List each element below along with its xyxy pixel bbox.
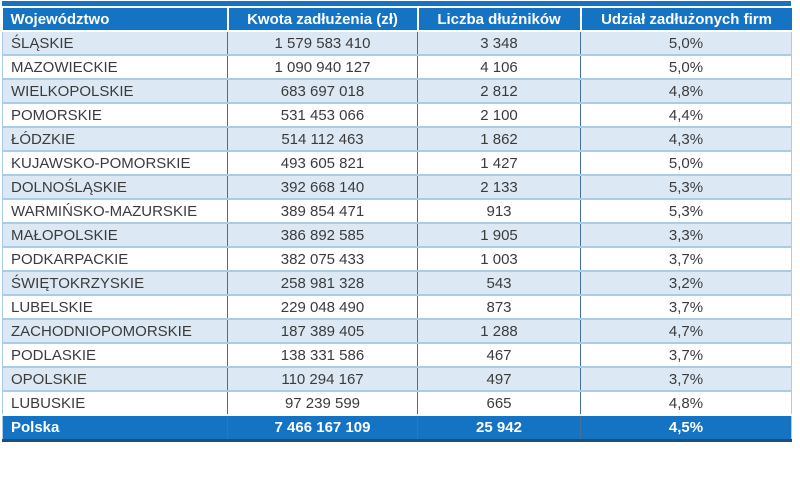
cell-debtor-count: 467 — [417, 343, 581, 367]
cell-voivodeship: ŚWIĘTOKRZYSKIE — [11, 274, 145, 292]
cell-debt-share: 4,4% — [580, 103, 792, 127]
column-header-wojewodztwo: Województwo — [2, 8, 228, 31]
table-row: WIELKOPOLSKIE 683 697 018 2 812 4,8% — [2, 79, 792, 103]
cell-debt-amount: 683 697 018 — [227, 79, 418, 103]
cell-debt-amount: 258 981 328 — [227, 271, 418, 295]
cell-debt-share: 3,7% — [580, 343, 792, 367]
cell-debt-share: 3,2% — [580, 271, 792, 295]
cell-debtor-count: 3 348 — [417, 31, 581, 55]
cell-debt-share: 3,7% — [580, 247, 792, 271]
cell-debtor-count: 913 — [417, 199, 581, 223]
cell-debt-share: 3,7% — [580, 295, 792, 319]
cell-voivodeship: LUBUSKIE — [11, 394, 86, 412]
cell-debt-amount: 229 048 490 — [227, 295, 418, 319]
cell-debtor-count: 665 — [417, 391, 581, 415]
cell-debtor-count: 873 — [417, 295, 581, 319]
table-row: ŁÓDZKIE 514 112 463 1 862 4,3% — [2, 127, 792, 151]
table-row: KUJAWSKO-POMORSKIE 493 605 821 1 427 5,0… — [2, 151, 792, 175]
cell-voivodeship: KUJAWSKO-POMORSKIE — [11, 154, 191, 172]
cell-debt-share: 5,3% — [580, 175, 792, 199]
cell-debt-amount: 386 892 585 — [227, 223, 418, 247]
cell-voivodeship: OPOLSKIE — [11, 370, 87, 388]
cell-voivodeship: LUBELSKIE — [11, 298, 93, 316]
cell-debt-amount: 531 453 066 — [227, 103, 418, 127]
table-row: MAŁOPOLSKIE 386 892 585 1 905 3,3% — [2, 223, 792, 247]
cell-voivodeship: MAŁOPOLSKIE — [11, 226, 118, 244]
cell-debtor-count: 497 — [417, 367, 581, 391]
cell-debt-share: 5,0% — [580, 31, 792, 55]
cell-debt-share: 4,3% — [580, 127, 792, 151]
cell-debt-share: 3,7% — [580, 367, 792, 391]
cell-debt-amount: 392 668 140 — [227, 175, 418, 199]
cell-voivodeship: PODLASKIE — [11, 346, 97, 364]
cell-debtor-count: 2 100 — [417, 103, 581, 127]
cell-debt-amount: 110 294 167 — [227, 367, 418, 391]
table-row: DOLNOŚLĄSKIE 392 668 140 2 133 5,3% — [2, 175, 792, 199]
table-row: OPOLSKIE 110 294 167 497 3,7% — [2, 367, 792, 391]
cell-debt-share: 4,8% — [580, 79, 792, 103]
table-row: POMORSKIE 531 453 066 2 100 4,4% — [2, 103, 792, 127]
cell-voivodeship: POMORSKIE — [11, 106, 102, 124]
table-row: ŚLĄSKIE 1 579 583 410 3 348 5,0% — [2, 31, 792, 55]
cell-debt-share: 3,3% — [580, 223, 792, 247]
cell-debtor-count: 543 — [417, 271, 581, 295]
table-row: PODLASKIE 138 331 586 467 3,7% — [2, 343, 792, 367]
cell-voivodeship: WIELKOPOLSKIE — [11, 82, 134, 100]
cell-debtor-count: 4 106 — [417, 55, 581, 79]
cell-debt-amount: 138 331 586 — [227, 343, 418, 367]
total-label: Polska — [11, 418, 60, 436]
cell-debt-share: 5,3% — [580, 199, 792, 223]
table-row: LUBUSKIE 97 239 599 665 4,8% — [2, 391, 792, 415]
cell-voivodeship: ZACHODNIOPOMORSKIE — [11, 322, 192, 340]
cell-debt-amount: 493 605 821 — [227, 151, 418, 175]
cell-debt-amount: 382 075 433 — [227, 247, 418, 271]
cell-debtor-count: 1 288 — [417, 319, 581, 343]
total-row-polska: Polska 7 466 167 109 25 942 4,5% — [2, 415, 792, 440]
header-row: Województwo Kwota zadłużenia (zł) Liczba… — [2, 8, 792, 31]
column-header-kwota-zadluzenia: Kwota zadłużenia (zł) — [226, 8, 418, 31]
cell-debt-share: 4,8% — [580, 391, 792, 415]
cell-debtor-count: 1 905 — [417, 223, 581, 247]
cell-debtor-count: 2 812 — [417, 79, 581, 103]
cell-voivodeship: ŁÓDZKIE — [11, 130, 76, 148]
cell-debt-amount: 187 389 405 — [227, 319, 418, 343]
table-row: PODKARPACKIE 382 075 433 1 003 3,7% — [2, 247, 792, 271]
cell-voivodeship: PODKARPACKIE — [11, 250, 129, 268]
cell-debt-amount: 389 854 471 — [227, 199, 418, 223]
table-top-border — [2, 1, 791, 6]
cell-debtor-count: 2 133 — [417, 175, 581, 199]
cell-debt-share: 4,7% — [580, 319, 792, 343]
cell-debt-share: 5,0% — [580, 55, 792, 79]
total-debtor-count: 25 942 — [417, 415, 581, 440]
table-row: ŚWIĘTOKRZYSKIE 258 981 328 543 3,2% — [2, 271, 792, 295]
cell-debtor-count: 1 003 — [417, 247, 581, 271]
cell-voivodeship: DOLNOŚLĄSKIE — [11, 178, 127, 196]
table-row: WARMIŃSKO-MAZURSKIE 389 854 471 913 5,3% — [2, 199, 792, 223]
table-row: ZACHODNIOPOMORSKIE 187 389 405 1 288 4,7… — [2, 319, 792, 343]
cell-voivodeship: ŚLĄSKIE — [11, 34, 74, 52]
total-debt-amount: 7 466 167 109 — [227, 415, 418, 440]
column-header-liczba-dluznikow: Liczba dłużników — [416, 8, 581, 31]
cell-debt-amount: 1 579 583 410 — [227, 31, 418, 55]
cell-voivodeship: WARMIŃSKO-MAZURSKIE — [11, 202, 198, 220]
cell-debtor-count: 1 427 — [417, 151, 581, 175]
cell-debtor-count: 1 862 — [417, 127, 581, 151]
column-header-udzial-zadluzonych-firm: Udział zadłużonych firm — [579, 8, 792, 31]
total-debt-share: 4,5% — [580, 415, 792, 440]
table-row: LUBELSKIE 229 048 490 873 3,7% — [2, 295, 792, 319]
cell-debt-amount: 514 112 463 — [227, 127, 418, 151]
cell-debt-amount: 97 239 599 — [227, 391, 418, 415]
cell-voivodeship: MAZOWIECKIE — [11, 58, 118, 76]
cell-debt-amount: 1 090 940 127 — [227, 55, 418, 79]
table-row: MAZOWIECKIE 1 090 940 127 4 106 5,0% — [2, 55, 792, 79]
cell-debt-share: 5,0% — [580, 151, 792, 175]
voivodeship-debt-table: Województwo Kwota zadłużenia (zł) Liczba… — [2, 8, 792, 442]
